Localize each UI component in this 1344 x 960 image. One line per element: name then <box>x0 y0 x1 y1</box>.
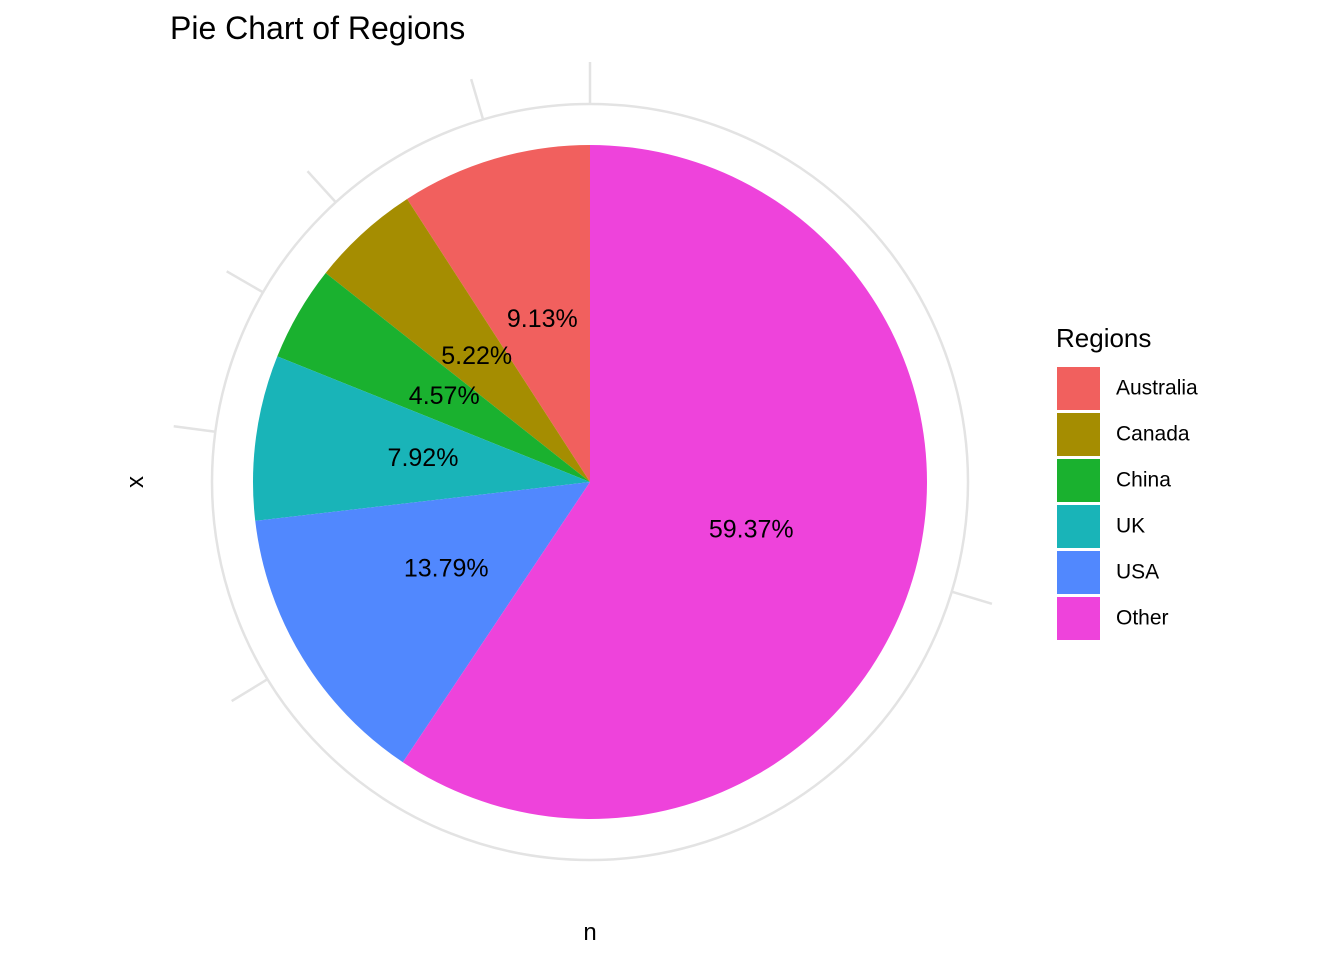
chart-title: Pie Chart of Regions <box>170 10 465 46</box>
legend-label-other: Other <box>1116 607 1169 630</box>
grid-tick <box>306 170 337 204</box>
legend-label-usa: USA <box>1116 561 1159 584</box>
x-axis-label: n <box>583 919 596 946</box>
slice-label-uk: 7.92% <box>388 444 459 472</box>
legend-swatch-uk <box>1057 505 1100 548</box>
pie-slice-uk <box>252 356 590 521</box>
pie-slice-usa <box>255 482 590 763</box>
pie-slice-china <box>277 272 590 482</box>
slice-label-australia: 9.13% <box>507 305 578 333</box>
legend-swatch-australia <box>1057 367 1100 410</box>
grid-tick <box>226 270 264 294</box>
legend-label-uk: UK <box>1116 515 1145 538</box>
legend: Regions Australia Canada China UK USA Other <box>1056 323 1198 640</box>
pie-slice-canada <box>325 198 590 482</box>
legend-swatch-canada <box>1057 413 1100 456</box>
pie-slice-australia <box>407 145 590 482</box>
legend-label-canada: Canada <box>1116 423 1190 446</box>
slice-label-canada: 5.22% <box>441 342 512 370</box>
grid-tick <box>469 78 485 120</box>
pie-slices <box>252 145 928 819</box>
legend-label-china: China <box>1116 469 1171 492</box>
polar-grid <box>173 62 993 862</box>
pie-slice-other <box>402 145 928 819</box>
slice-labels: 9.13% 5.22% 4.57% 7.92% 13.79% 59.37% <box>388 305 794 583</box>
slice-label-usa: 13.79% <box>404 555 489 583</box>
grid-tick <box>951 590 993 606</box>
slice-label-other: 59.37% <box>709 515 794 543</box>
legend-title: Regions <box>1056 323 1151 353</box>
legend-label-australia: Australia <box>1116 377 1198 400</box>
legend-swatch-usa <box>1057 551 1100 594</box>
legend-swatch-china <box>1057 459 1100 502</box>
legend-swatch-other <box>1057 597 1100 640</box>
grid-tick <box>173 424 216 434</box>
grid-tick <box>231 678 269 703</box>
slice-label-china: 4.57% <box>409 382 480 410</box>
y-axis-label: x <box>122 476 149 488</box>
